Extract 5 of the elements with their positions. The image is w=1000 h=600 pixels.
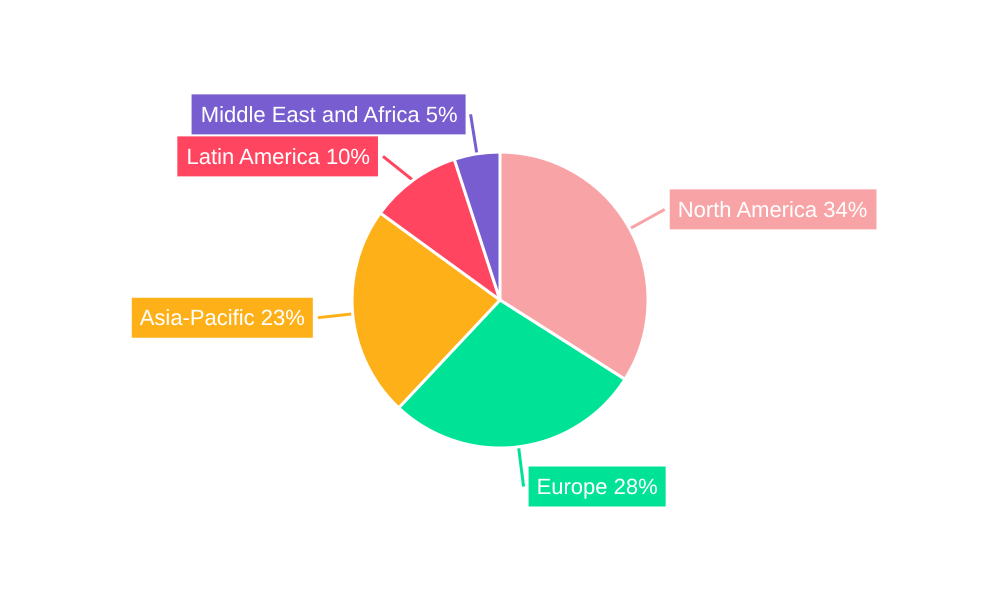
- slice-label: North America 34%: [678, 196, 868, 222]
- slice-label: Latin America 10%: [186, 144, 370, 169]
- slice-label: Europe 28%: [536, 474, 658, 500]
- slice-label: Asia-Pacific 23%: [140, 305, 305, 330]
- slice-label: Middle East and Africa 5%: [200, 102, 458, 127]
